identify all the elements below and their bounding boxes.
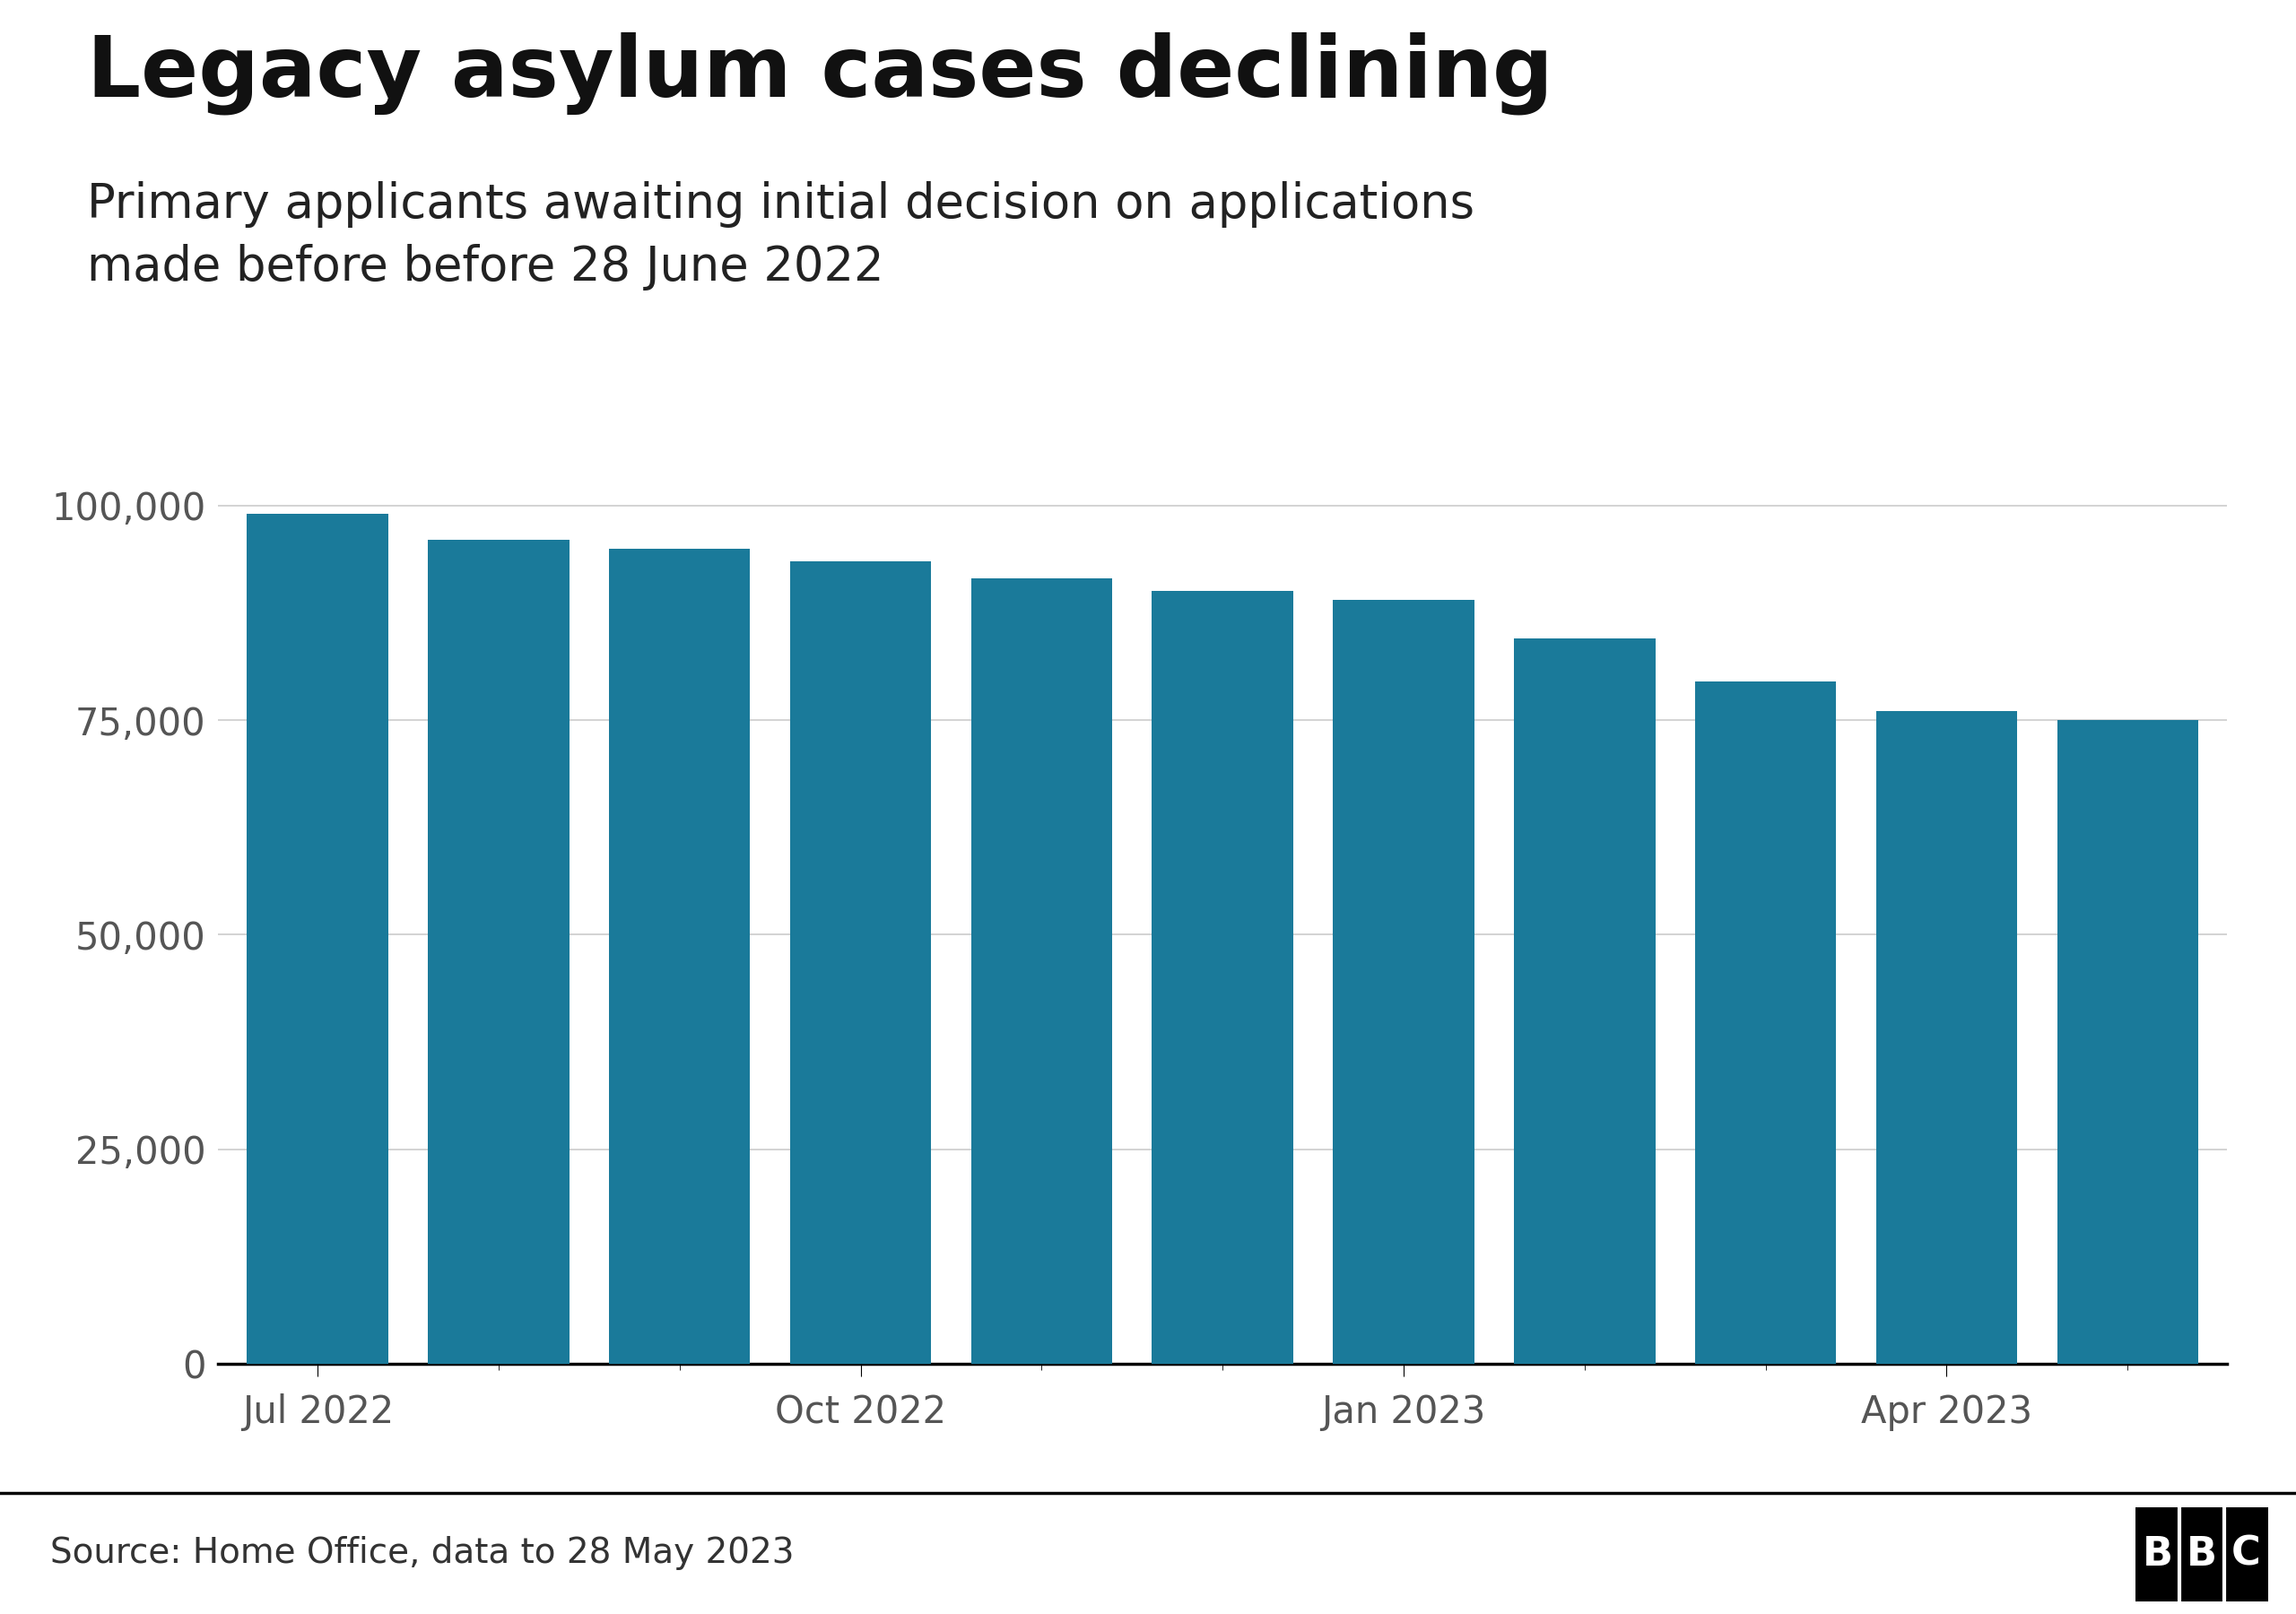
Text: Primary applicants awaiting initial decision on applications
made before before : Primary applicants awaiting initial deci…: [87, 181, 1474, 291]
Bar: [1876, 712, 2018, 1364]
Bar: [608, 549, 751, 1364]
Bar: [427, 539, 569, 1364]
Text: B: B: [2186, 1535, 2218, 1574]
Bar: [248, 513, 388, 1364]
Bar: [1153, 591, 1293, 1364]
Bar: [2057, 720, 2197, 1364]
Bar: [1694, 681, 1837, 1364]
Bar: [1513, 639, 1655, 1364]
Bar: [1334, 600, 1474, 1364]
Text: C: C: [2232, 1535, 2262, 1574]
Text: B: B: [2142, 1535, 2172, 1574]
Text: Source: Home Office, data to 28 May 2023: Source: Home Office, data to 28 May 2023: [51, 1535, 794, 1570]
Bar: [971, 578, 1111, 1364]
Bar: [790, 562, 932, 1364]
Text: Legacy asylum cases declining: Legacy asylum cases declining: [87, 32, 1554, 115]
